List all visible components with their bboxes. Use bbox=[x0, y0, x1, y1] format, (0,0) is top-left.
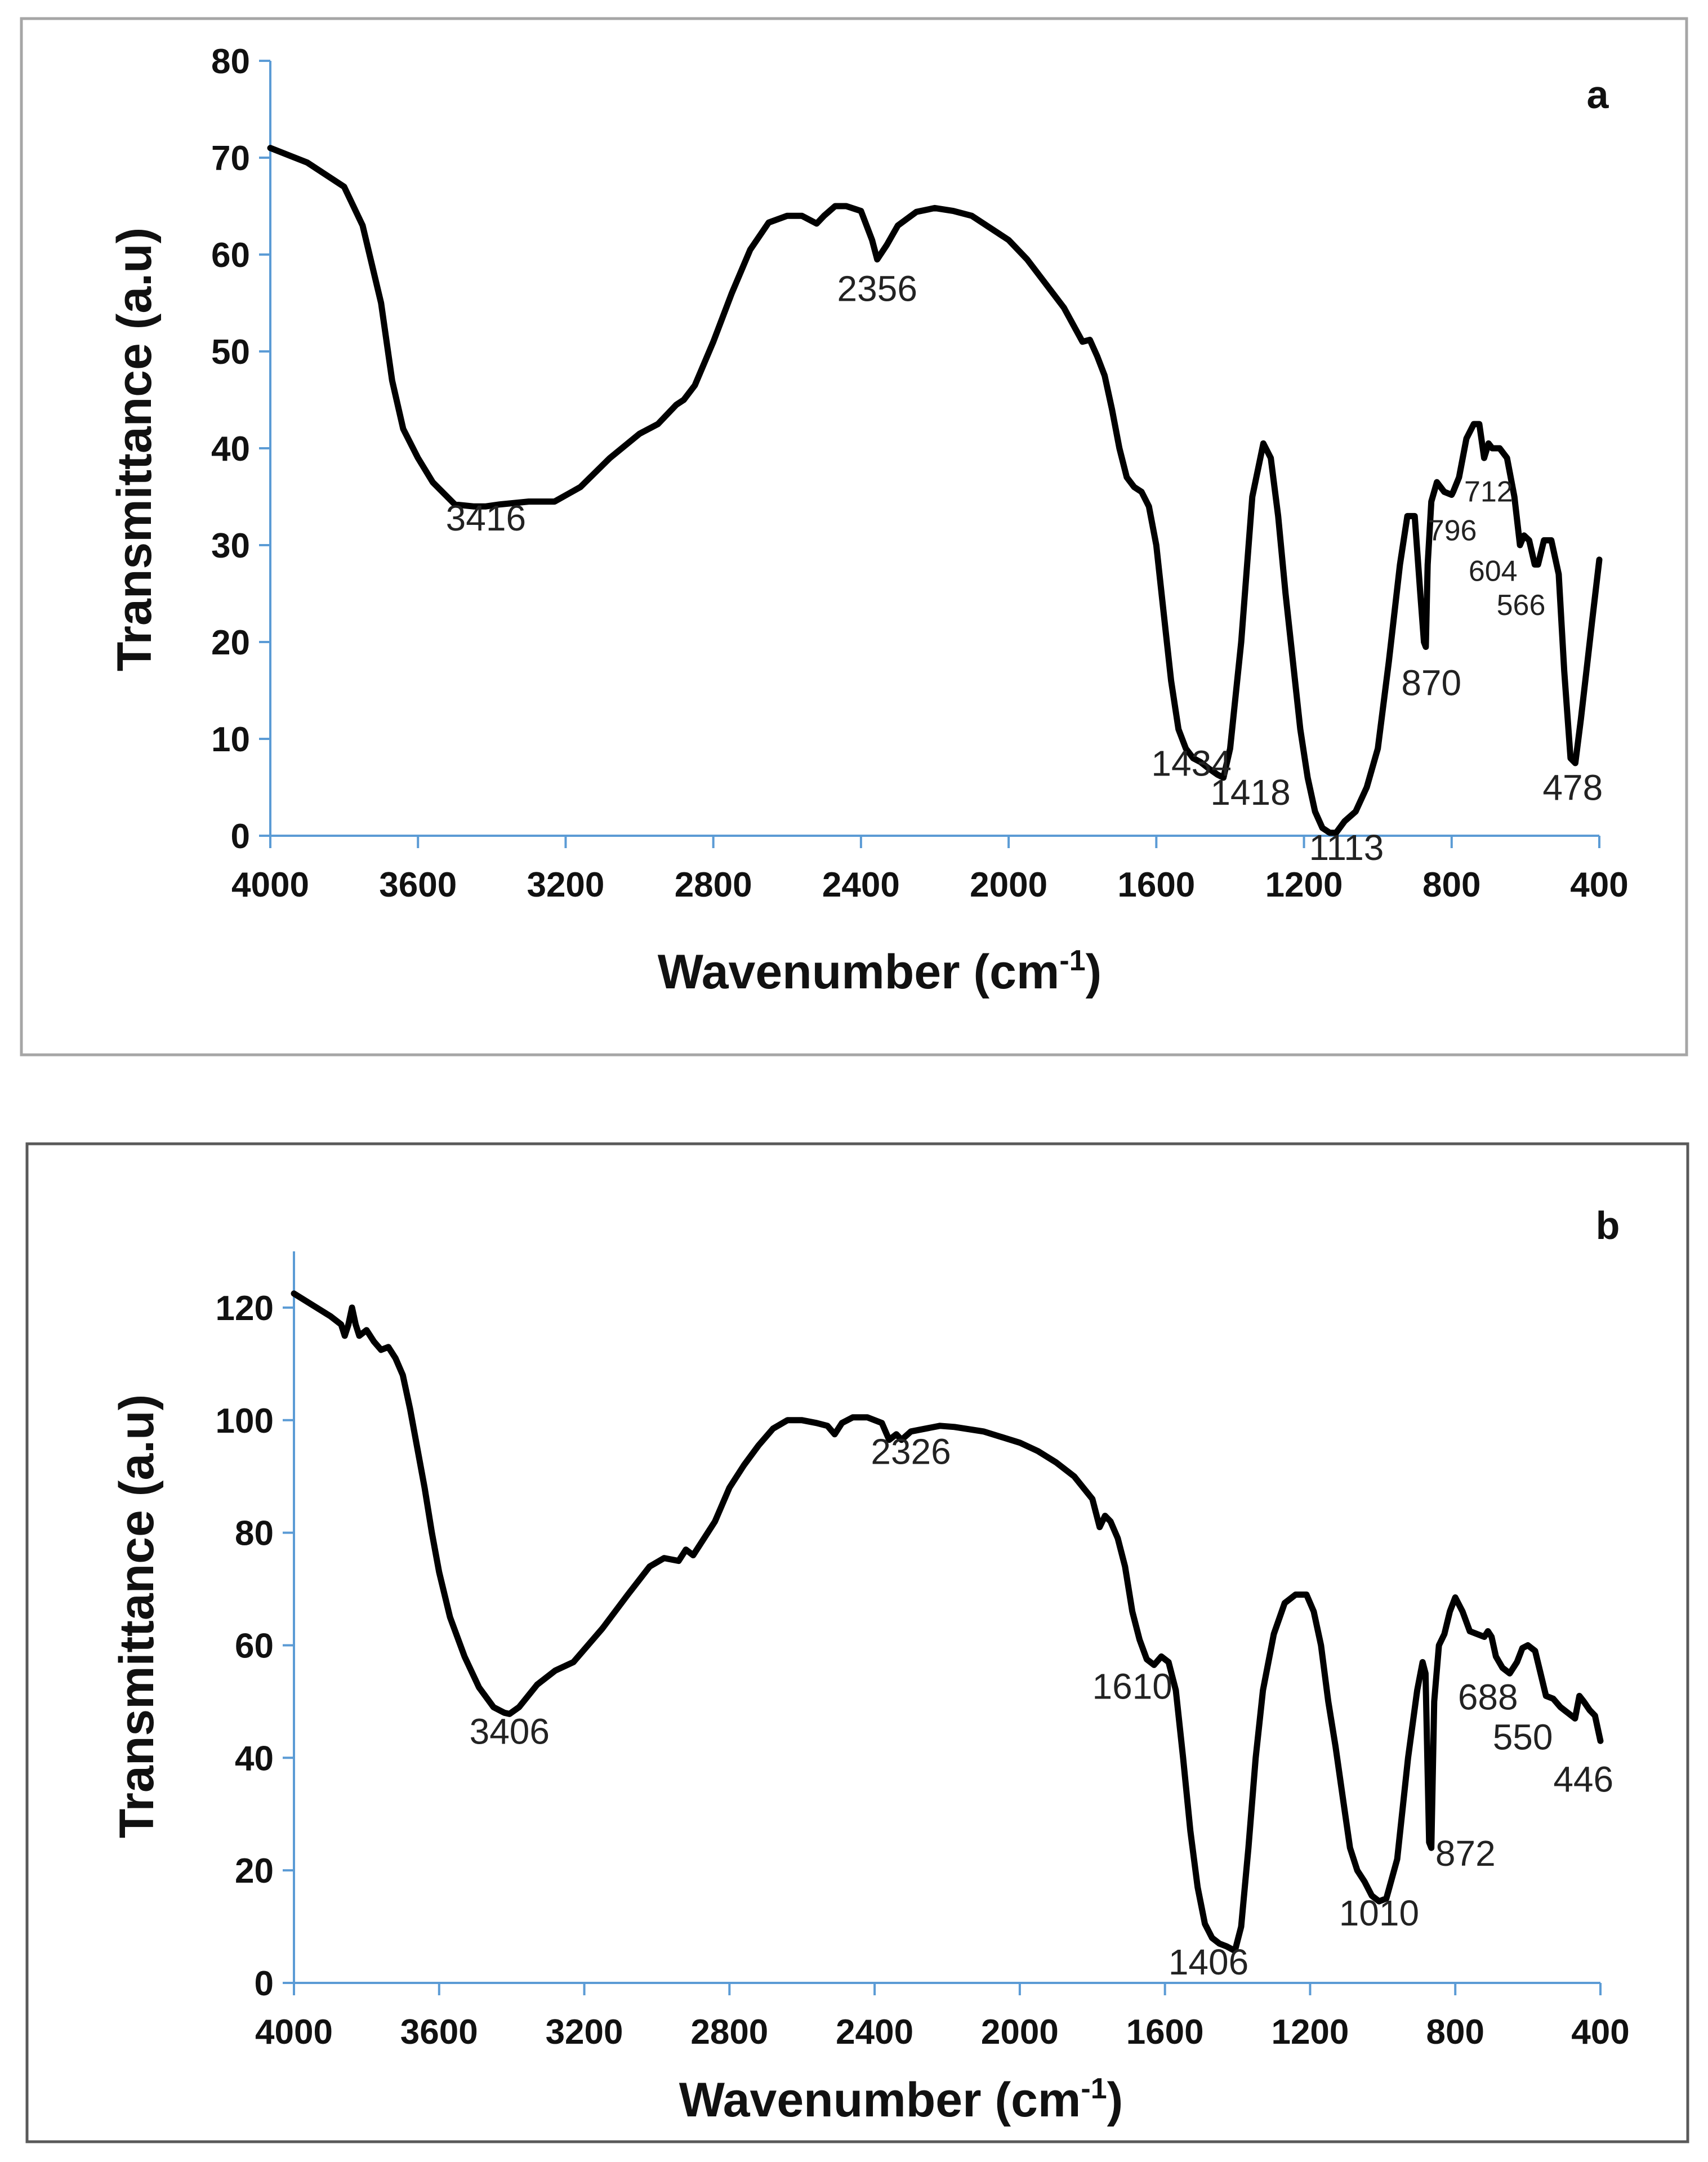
panel-a-peak-label: 712 bbox=[1464, 476, 1513, 509]
panel-b-x-tick-label: 1600 bbox=[1126, 2013, 1204, 2052]
panel-a-x-tick-label: 2800 bbox=[675, 866, 752, 904]
panel-b-peak-label: 1610 bbox=[1092, 1666, 1172, 1706]
panel-a-x-tick-label: 2000 bbox=[970, 866, 1047, 904]
panel-a-x-tick-label: 400 bbox=[1570, 866, 1628, 904]
panel-a-y-tick-label: 10 bbox=[211, 720, 250, 759]
panel-b-ticks: 0 20 40 60 80 100 120 4000 3600 3200 2800 2400 2000 1… bbox=[216, 1289, 1630, 2052]
panel-a-peak-label: 478 bbox=[1542, 767, 1603, 808]
panel-b-y-tick-label: 120 bbox=[216, 1289, 274, 1328]
panel-b-y-tick-label: 80 bbox=[235, 1514, 274, 1553]
panel-a-x-tick-label: 3200 bbox=[527, 866, 604, 904]
panel-b-peak-label: 1010 bbox=[1339, 1893, 1419, 1933]
panel-a-peak-label: 870 bbox=[1401, 663, 1461, 703]
panel-a-x-tick-label: 1200 bbox=[1265, 866, 1343, 904]
panel-b-x-tick-label: 2400 bbox=[836, 2013, 913, 2052]
panel-a-y-tick-label: 50 bbox=[211, 333, 250, 372]
panel-a-y-tick-label: 60 bbox=[211, 236, 250, 275]
panel-a-peak-label: 3416 bbox=[446, 498, 526, 538]
panel-b-spectrum-line bbox=[291, 1290, 1604, 1954]
panel-b-y-tick-label: 40 bbox=[235, 1739, 274, 1778]
panel-b-x-tick-label: 3200 bbox=[546, 2013, 623, 2052]
panel-b-x-tick-label: 2800 bbox=[690, 2013, 768, 2052]
panel-b-peak-label: 446 bbox=[1553, 1759, 1613, 1799]
panel-a-y-axis-title: Transmittance (a.u) bbox=[108, 228, 162, 672]
panel-a-peak-label: 2356 bbox=[837, 269, 917, 309]
panel-b-x-tick-label: 4000 bbox=[255, 2013, 333, 2052]
panel-a-y-tick-label: 0 bbox=[231, 817, 250, 856]
panel-b: b 0 20 40 60 80 100 120 4000 3600 3200 2800 2400 200… bbox=[25, 1142, 1689, 2143]
panel-b-y-tick-label: 20 bbox=[235, 1852, 274, 1891]
panel-b-peak-label: 3406 bbox=[470, 1711, 550, 1751]
panel-b-peak-label: 1406 bbox=[1169, 1942, 1248, 1982]
panel-b-x-tick-label: 2000 bbox=[981, 2013, 1059, 2052]
panel-a-y-tick-label: 30 bbox=[211, 527, 250, 565]
panel-b-peak-label: 2326 bbox=[871, 1432, 951, 1472]
panel-b-peak-label: 688 bbox=[1458, 1677, 1518, 1717]
panel-b-x-tick-label: 1200 bbox=[1271, 2013, 1349, 2052]
panel-a-y-tick-label: 80 bbox=[211, 42, 250, 81]
panel-a-x-axis-title: Wavenumber (cm-1) bbox=[658, 944, 1102, 999]
panel-b-y-axis-title: Transmittance (a.u) bbox=[110, 1394, 164, 1839]
panel-a-y-tick-label: 40 bbox=[211, 430, 250, 469]
panel-a-spectrum-line bbox=[267, 145, 1603, 836]
panel-b-y-tick-label: 60 bbox=[235, 1626, 274, 1665]
panel-a: a 0 10 20 30 40 50 60 70 80 4000 3600 3200 2800 2400 2… bbox=[20, 17, 1688, 1057]
panel-a-peak-label: 1113 bbox=[1309, 827, 1384, 868]
panel-b-axes bbox=[293, 1251, 1600, 1984]
panel-b-peak-label: 872 bbox=[1435, 1833, 1496, 1874]
panel-b-label: b bbox=[1596, 1203, 1620, 1247]
panel-a-peak-label: 796 bbox=[1428, 514, 1477, 547]
panel-a-x-tick-label: 2400 bbox=[822, 866, 900, 904]
panel-a-x-tick-label: 3600 bbox=[379, 866, 457, 904]
panel-a-peak-label: 1434 bbox=[1151, 743, 1231, 783]
panel-b-x-tick-label: 400 bbox=[1571, 2013, 1629, 2052]
panel-a-x-tick-label: 4000 bbox=[231, 866, 309, 904]
panel-a-peak-label: 566 bbox=[1497, 589, 1546, 622]
panel-a-y-tick-label: 70 bbox=[211, 139, 250, 178]
panel-b-y-tick-label: 100 bbox=[216, 1402, 274, 1441]
panel-a-frame bbox=[20, 17, 1688, 1057]
panel-b-x-tick-label: 800 bbox=[1426, 2013, 1484, 2052]
panel-a-peak-label: 1418 bbox=[1210, 772, 1290, 813]
panel-a-label: a bbox=[1587, 73, 1609, 117]
panel-a-y-tick-label: 20 bbox=[211, 623, 250, 662]
panel-a-peak-label: 604 bbox=[1469, 555, 1518, 588]
panel-a-ticks: 0 10 20 30 40 50 60 70 80 4000 3600 3200 2800 2400 200… bbox=[211, 42, 1629, 904]
panel-b-x-axis-title: Wavenumber (cm-1) bbox=[679, 2072, 1123, 2127]
panel-b-peak-label: 550 bbox=[1493, 1717, 1553, 1757]
panel-b-y-tick-label: 0 bbox=[255, 1964, 274, 2003]
panel-a-x-tick-label: 800 bbox=[1422, 866, 1480, 904]
panel-a-x-tick-label: 1600 bbox=[1117, 866, 1195, 904]
panel-b-frame bbox=[25, 1142, 1689, 2143]
panel-b-x-tick-label: 3600 bbox=[400, 2013, 478, 2052]
